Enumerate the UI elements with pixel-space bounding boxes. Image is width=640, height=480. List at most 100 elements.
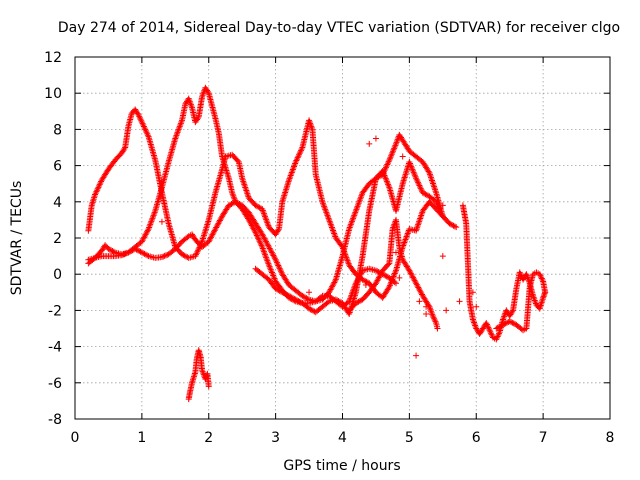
- data-point-marker: [284, 292, 291, 299]
- data-point-marker: [139, 120, 146, 127]
- data-point-marker: [391, 279, 398, 286]
- data-point-marker: [270, 252, 277, 259]
- data-point-marker: [207, 235, 214, 242]
- data-point-marker: [493, 334, 500, 341]
- data-point-marker: [384, 161, 391, 168]
- data-point-marker: [248, 222, 255, 229]
- data-point-marker: [473, 303, 480, 310]
- data-point-marker: [382, 164, 389, 171]
- data-point-marker: [381, 172, 388, 179]
- x-tick-label: 5: [405, 430, 414, 446]
- data-point-marker: [265, 262, 272, 269]
- data-point-marker: [183, 253, 190, 260]
- data-point-marker: [484, 322, 491, 329]
- data-point-marker: [538, 274, 545, 281]
- data-point-marker: [435, 204, 442, 211]
- data-point-marker: [413, 352, 420, 359]
- data-point-marker: [281, 290, 288, 297]
- data-point-marker: [384, 160, 391, 167]
- data-point-marker: [259, 232, 266, 239]
- data-point-marker: [243, 187, 250, 194]
- series-scattered-points: [158, 135, 480, 359]
- data-point-marker: [332, 296, 339, 303]
- data-point-marker: [485, 325, 492, 332]
- data-point-marker: [389, 149, 396, 156]
- data-point-marker: [243, 189, 250, 196]
- data-point-marker: [408, 163, 415, 170]
- data-point-marker: [382, 272, 389, 279]
- data-point-marker: [383, 178, 390, 185]
- data-point-marker: [264, 241, 271, 248]
- data-point-marker: [425, 302, 432, 309]
- data-point-marker: [143, 230, 150, 237]
- data-point-marker: [362, 278, 369, 285]
- data-point-marker: [141, 232, 148, 239]
- data-point-marker: [390, 146, 397, 153]
- data-point-marker: [158, 218, 165, 225]
- data-point-marker: [411, 170, 418, 177]
- data-point-marker: [375, 276, 382, 283]
- data-point-marker: [294, 156, 301, 163]
- chart-title: Day 274 of 2014, Sidereal Day-to-day VTE…: [58, 20, 620, 36]
- data-point-marker: [422, 191, 429, 198]
- data-point-marker: [330, 280, 337, 287]
- data-point-marker: [274, 261, 281, 268]
- data-point-marker: [241, 181, 248, 188]
- data-point-marker: [375, 274, 382, 281]
- data-point-marker: [140, 123, 147, 130]
- data-point-marker: [408, 271, 415, 278]
- data-point-marker: [255, 235, 262, 242]
- data-point-marker: [428, 175, 435, 182]
- data-point-marker: [517, 270, 524, 277]
- data-point-marker: [118, 252, 125, 259]
- data-point-marker: [416, 298, 423, 305]
- data-point-marker: [121, 251, 128, 258]
- data-point-marker: [391, 272, 398, 279]
- data-point-marker: [298, 145, 305, 152]
- data-point-marker: [276, 265, 283, 272]
- data-point-marker: [138, 249, 145, 256]
- data-point-marker: [408, 164, 415, 171]
- data-point-marker: [427, 174, 434, 181]
- data-point-marker: [366, 140, 373, 147]
- data-point-marker: [386, 155, 393, 162]
- data-point-marker: [277, 288, 284, 295]
- data-point-marker: [374, 268, 381, 275]
- data-point-marker: [378, 270, 385, 277]
- data-point-marker: [451, 223, 458, 230]
- data-point-marker: [542, 289, 549, 296]
- data-point-marker: [265, 242, 272, 249]
- y-tick-label: -4: [48, 340, 62, 356]
- y-tick-label: 12: [44, 50, 62, 66]
- data-point-marker: [431, 183, 438, 190]
- data-point-marker: [391, 145, 398, 152]
- data-point-marker: [494, 333, 501, 340]
- data-point-marker: [252, 229, 259, 236]
- data-point-marker: [439, 202, 446, 209]
- data-point-marker: [413, 175, 420, 182]
- data-point-marker: [93, 188, 100, 195]
- data-point-marker: [382, 173, 389, 180]
- data-point-marker: [393, 280, 399, 287]
- data-point-marker: [308, 307, 315, 314]
- data-point-marker: [208, 232, 215, 239]
- data-point-marker: [425, 168, 432, 175]
- data-point-marker: [280, 290, 287, 297]
- data-point-marker: [140, 235, 147, 242]
- data-point-marker: [423, 311, 430, 318]
- data-point-marker: [415, 220, 422, 227]
- data-point-marker: [483, 321, 490, 328]
- y-tick-label: -8: [48, 412, 62, 428]
- x-tick-label: 3: [271, 430, 280, 446]
- data-point-marker: [385, 158, 392, 165]
- x-tick-label: 1: [137, 430, 146, 446]
- data-point-marker: [495, 332, 502, 339]
- data-point-marker: [216, 217, 223, 224]
- data-point-marker: [399, 153, 406, 160]
- data-point-marker: [258, 242, 265, 249]
- data-point-marker: [137, 116, 144, 123]
- data-point-marker: [355, 298, 362, 305]
- data-point-marker: [213, 224, 220, 231]
- data-point-marker: [362, 282, 369, 289]
- y-tick-label: 4: [53, 195, 62, 211]
